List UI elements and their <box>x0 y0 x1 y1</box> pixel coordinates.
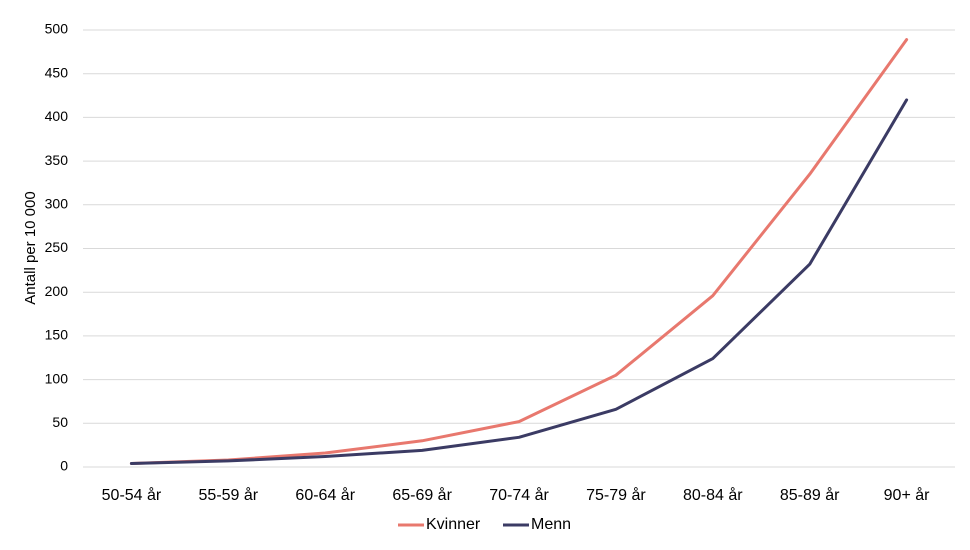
y-tick-label: 0 <box>60 458 68 474</box>
y-axis-label: Antall per 10 000 <box>22 191 39 304</box>
y-tick-label: 400 <box>45 108 69 124</box>
y-tick-label: 300 <box>45 196 69 212</box>
x-tick-label: 85-89 år <box>780 486 840 504</box>
y-tick-label: 50 <box>52 414 68 430</box>
y-tick-label: 200 <box>45 283 69 299</box>
series-line-kvinner <box>129 38 909 465</box>
x-axis-ticks: 50-54 år 55-59 år 60-64 år 65-69 år 70-74 år… <box>102 486 930 504</box>
x-tick-label: 90+ år <box>884 486 930 504</box>
series-line-menn <box>129 98 909 465</box>
x-tick-label: 65-69 år <box>392 486 452 504</box>
y-axis-ticks: 0 50 100 150 200 250 300 350 400 450 500 <box>45 21 69 474</box>
x-tick-label: 80-84 år <box>683 486 743 504</box>
x-tick-label: 55-59 år <box>199 486 259 504</box>
x-tick-label: 60-64 år <box>295 486 355 504</box>
legend-label: Menn <box>531 516 571 533</box>
y-tick-label: 250 <box>45 239 69 255</box>
y-tick-label: 150 <box>45 327 69 343</box>
gridlines <box>83 29 955 468</box>
legend-label: Kvinner <box>426 516 481 533</box>
y-tick-label: 450 <box>45 64 69 80</box>
x-tick-label: 75-79 år <box>586 486 646 504</box>
legend: Kvinner Menn <box>398 516 571 533</box>
y-tick-label: 350 <box>45 152 69 168</box>
y-tick-label: 500 <box>45 21 69 37</box>
x-tick-label: 50-54 år <box>102 486 162 504</box>
x-tick-label: 70-74 år <box>489 486 549 504</box>
y-tick-label: 100 <box>45 370 69 386</box>
series-lines <box>129 38 909 465</box>
